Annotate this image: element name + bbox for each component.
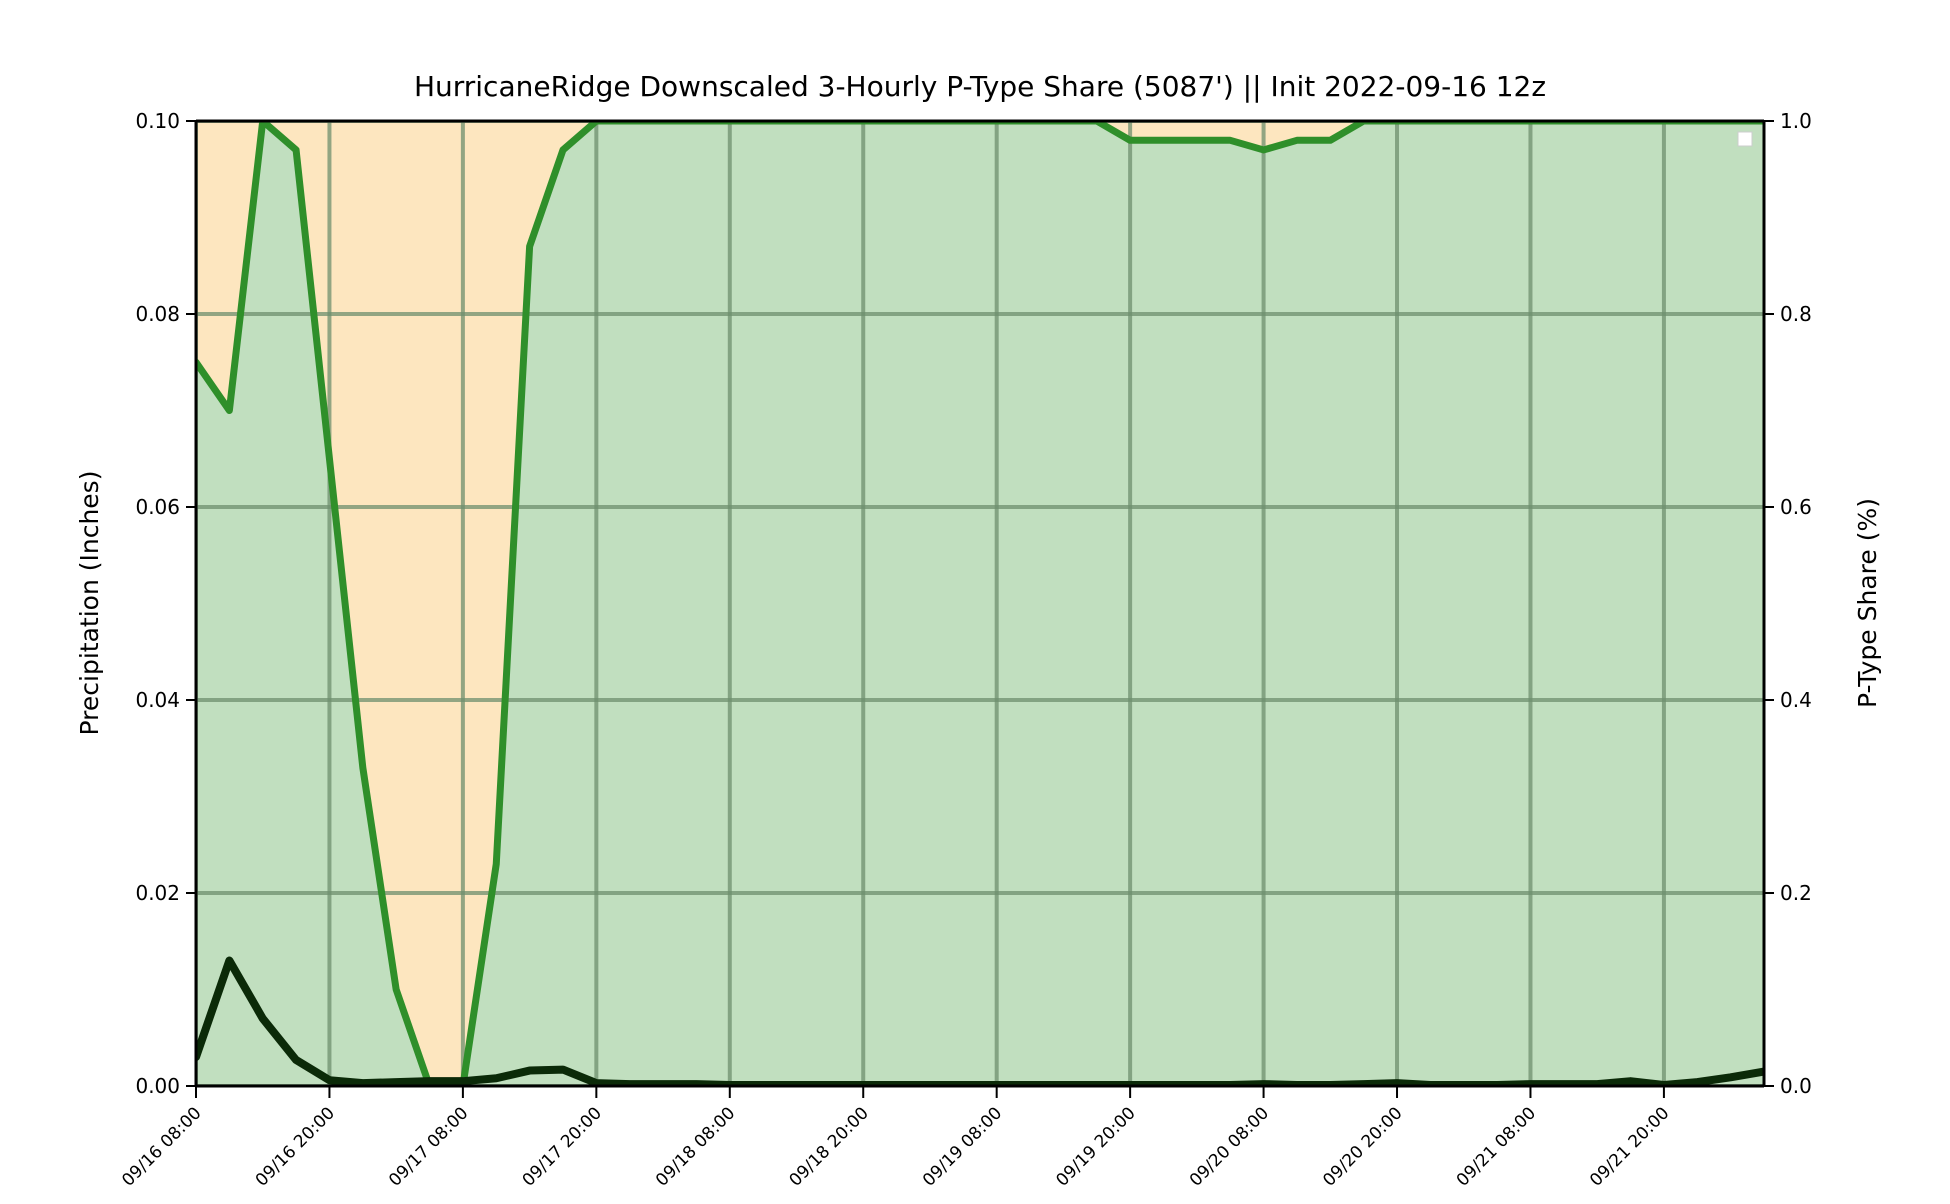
plot-area: [196, 121, 1764, 1086]
y-axis-label-right: P-Type Share (%): [1853, 498, 1882, 708]
y-tick-label-right: 0.8: [1780, 302, 1812, 326]
y-tick-label-left: 0.10: [135, 109, 180, 133]
x-tick-label: 09/16 08:00: [118, 1103, 205, 1190]
chart-title: HurricaneRidge Downscaled 3-Hourly P-Typ…: [414, 70, 1546, 103]
x-tick-label: 09/17 08:00: [385, 1103, 472, 1190]
share-fill-area: [196, 121, 1764, 1086]
y-tick-label-left: 0.08: [135, 302, 180, 326]
y-tick-label-right: 0.0: [1780, 1074, 1812, 1098]
y-tick-label-right: 0.4: [1780, 688, 1812, 712]
y-tick-label-left: 0.02: [135, 881, 180, 905]
legend-box: [1737, 131, 1753, 147]
y-tick-label-left: 0.06: [135, 495, 180, 519]
y-tick-label-left: 0.04: [135, 688, 180, 712]
y-tick-label-right: 0.6: [1780, 495, 1812, 519]
x-tick-label: 09/19 08:00: [919, 1103, 1006, 1190]
y-tick-label-right: 1.0: [1780, 109, 1812, 133]
x-tick-label: 09/21 08:00: [1453, 1103, 1540, 1190]
x-tick-label: 09/20 20:00: [1319, 1103, 1406, 1190]
y-axis-label-left: Precipitation (Inches): [75, 471, 104, 736]
x-tick-label: 09/17 20:00: [519, 1103, 606, 1190]
x-tick-label: 09/21 20:00: [1586, 1103, 1673, 1190]
y-tick-label-right: 0.2: [1780, 881, 1812, 905]
x-tick-label: 09/18 20:00: [786, 1103, 873, 1190]
x-tick-label: 09/18 08:00: [652, 1103, 739, 1190]
y-tick-label-left: 0.00: [135, 1074, 180, 1098]
x-tick-label: 09/20 08:00: [1186, 1103, 1273, 1190]
x-tick-label: 09/16 20:00: [252, 1103, 339, 1190]
x-tick-label: 09/19 20:00: [1052, 1103, 1139, 1190]
